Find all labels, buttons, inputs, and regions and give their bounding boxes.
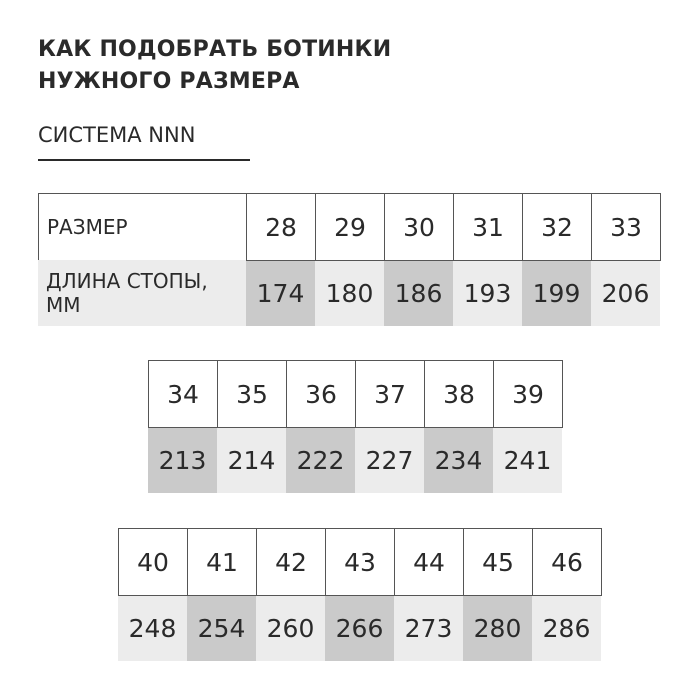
page-title: КАК ПОДОБРАТЬ БОТИНКИ НУЖНОГО РАЗМЕРА — [38, 34, 391, 98]
foot-length-cell: 286 — [532, 596, 601, 661]
size-cell: 31 — [453, 193, 523, 261]
foot-length-cell: 199 — [522, 261, 591, 326]
size-cell: 32 — [522, 193, 592, 261]
size-cell: 40 — [118, 528, 188, 596]
foot-length-cell: 227 — [355, 428, 424, 493]
size-cell: 33 — [591, 193, 661, 261]
foot-length-cell: 174 — [246, 261, 315, 326]
foot-length-cell: 234 — [424, 428, 493, 493]
foot-length-cell: 206 — [591, 261, 660, 326]
size-cell: 45 — [463, 528, 533, 596]
size-cell: 46 — [532, 528, 602, 596]
size-cell: 35 — [217, 360, 287, 428]
size-cell: 28 — [246, 193, 316, 261]
size-cell: 34 — [148, 360, 218, 428]
foot-length-cell: 248 — [118, 596, 187, 661]
size-cell: 44 — [394, 528, 464, 596]
foot-length-cell: 254 — [187, 596, 256, 661]
foot-length-cell: 180 — [315, 261, 384, 326]
size-cell: 30 — [384, 193, 454, 261]
size-cell: 36 — [286, 360, 356, 428]
size-row-label: РАЗМЕР — [38, 193, 247, 261]
size-cell: 29 — [315, 193, 385, 261]
title-line-1: КАК ПОДОБРАТЬ БОТИНКИ — [38, 37, 392, 62]
foot-length-cell: 273 — [394, 596, 463, 661]
foot-length-cell: 222 — [286, 428, 355, 493]
foot-length-cell: 193 — [453, 261, 522, 326]
foot-length-cell: 186 — [384, 261, 453, 326]
size-cell: 39 — [493, 360, 563, 428]
title-line-2: НУЖНОГО РАЗМЕРА — [38, 69, 300, 94]
size-cell: 42 — [256, 528, 326, 596]
size-cell: 37 — [355, 360, 425, 428]
size-cell: 43 — [325, 528, 395, 596]
foot-length-cell: 280 — [463, 596, 532, 661]
foot-length-cell: 241 — [493, 428, 562, 493]
foot-length-cell: 213 — [148, 428, 217, 493]
size-system-heading: СИСТЕМА NNN — [38, 123, 196, 147]
size-cell: 41 — [187, 528, 257, 596]
foot-length-cell: 266 — [325, 596, 394, 661]
size-cell: 38 — [424, 360, 494, 428]
foot-length-row-label: ДЛИНА СТОПЫ, ММ — [38, 260, 246, 326]
heading-underline — [38, 159, 250, 161]
foot-length-cell: 260 — [256, 596, 325, 661]
foot-length-cell: 214 — [217, 428, 286, 493]
